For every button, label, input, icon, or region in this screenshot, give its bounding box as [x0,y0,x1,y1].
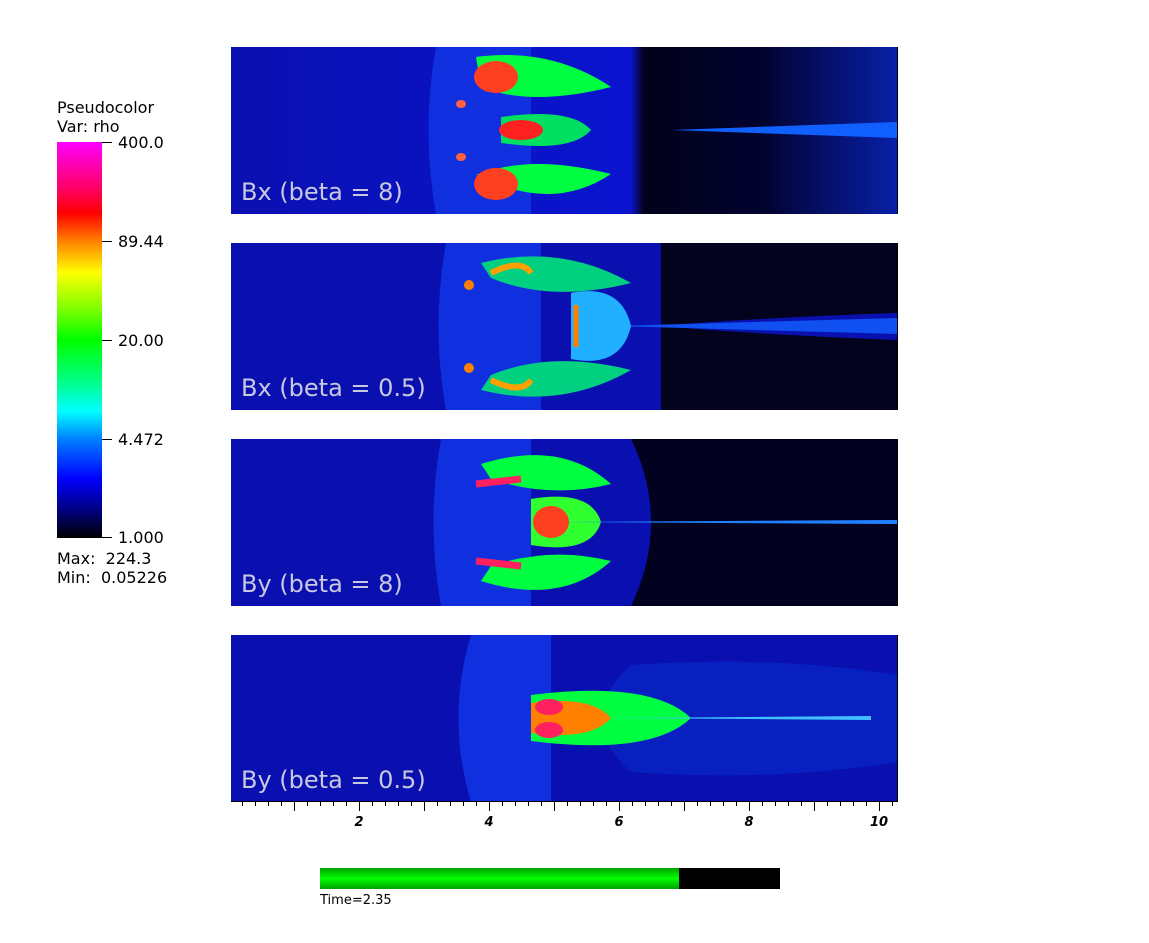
x-axis-tick [307,801,308,806]
x-axis-tick [515,801,516,806]
colorbar-tick-label: 400.0 [118,133,164,152]
time-progress-bar [320,868,780,889]
time-label: Time=2.35 [320,893,392,908]
x-axis-tick-label: 2 [354,815,364,830]
x-axis-tick-label: 4 [484,815,494,830]
x-axis-tick [437,801,438,806]
x-axis-tick [788,801,789,806]
x-axis-tick [346,801,347,806]
x-axis-tick [697,801,698,806]
colorbar-tick-label: 4.472 [118,430,164,449]
x-axis-tick [879,801,880,811]
x-axis-tick [385,801,386,806]
legend-stats: Max: 224.3 Min: 0.05226 [57,549,167,587]
x-axis-tick [866,801,867,806]
x-axis-tick [593,801,594,806]
x-axis-tick [749,801,750,811]
x-axis-tick [840,801,841,806]
legend-title: Pseudocolor Var: rho [57,98,154,136]
time-progress-fill [320,868,679,889]
x-axis-tick [502,801,503,806]
legend-variable: Var: rho [57,117,120,136]
x-axis-tick [255,801,256,806]
legend-min: Min: 0.05226 [57,568,168,587]
density-panel-2: Bx (beta = 0.5) [231,243,898,410]
density-field-image [231,635,897,802]
panel-label: By (beta = 0.5) [241,766,426,794]
x-axis-tick [827,801,828,806]
x-axis-tick [489,801,490,811]
colorbar-tick [102,142,112,143]
x-axis: 2 4 6 8 10 [231,801,898,841]
colorbar-tick [102,537,112,538]
x-axis-tick [814,801,815,811]
panel-label: Bx (beta = 8) [241,178,403,206]
x-axis-tick-label: 8 [744,815,754,830]
x-axis-tick [554,801,555,811]
x-axis-tick [736,801,737,806]
x-axis-tick [424,801,425,811]
x-axis-tick-label: 10 [869,815,889,830]
density-field-image [231,47,897,214]
x-axis-tick [853,801,854,806]
x-axis-tick [710,801,711,806]
x-axis-tick-label: 6 [614,815,624,830]
legend-plot-type: Pseudocolor [57,98,155,117]
x-axis-tick [892,801,893,806]
colorbar-tick [102,241,112,242]
x-axis-tick [801,801,802,806]
density-panel-4: By (beta = 0.5) [231,635,898,802]
x-axis-tick [632,801,633,806]
density-panel-1: Bx (beta = 8) [231,47,898,214]
x-axis-tick [411,801,412,806]
x-axis-tick [242,801,243,806]
colorbar-legend: Pseudocolor Var: rho 400.0 89.44 20.00 4… [57,98,197,598]
panel-label: By (beta = 8) [241,570,403,598]
x-axis-tick [541,801,542,806]
colorbar-tick-label: 89.44 [118,232,164,251]
colorbar-tick-label: 20.00 [118,331,164,350]
x-axis-tick [528,801,529,806]
x-axis-tick [294,801,295,811]
x-axis-tick [762,801,763,806]
legend-max: Max: 224.3 [57,549,152,568]
x-axis-tick [645,801,646,806]
x-axis-tick [606,801,607,806]
density-field-image [231,439,897,606]
x-axis-tick [268,801,269,806]
x-axis-tick [723,801,724,806]
x-axis-tick [476,801,477,806]
x-axis-tick [398,801,399,806]
x-axis-tick [671,801,672,806]
x-axis-tick [372,801,373,806]
colorbar-tick [102,340,112,341]
x-axis-tick [684,801,685,811]
x-axis-tick [450,801,451,806]
x-axis-tick [281,801,282,806]
colorbar [57,142,102,538]
x-axis-tick [580,801,581,806]
x-axis-tick [775,801,776,806]
x-axis-tick [359,801,360,811]
density-field-image [231,243,897,410]
panel-label: Bx (beta = 0.5) [241,374,426,402]
x-axis-line [231,801,898,802]
x-axis-tick [619,801,620,811]
x-axis-tick [333,801,334,806]
x-axis-tick [658,801,659,806]
x-axis-tick [567,801,568,806]
density-panel-3: By (beta = 8) [231,439,898,606]
x-axis-tick [463,801,464,806]
x-axis-tick [320,801,321,806]
colorbar-tick [102,439,112,440]
colorbar-tick-label: 1.000 [118,528,164,547]
